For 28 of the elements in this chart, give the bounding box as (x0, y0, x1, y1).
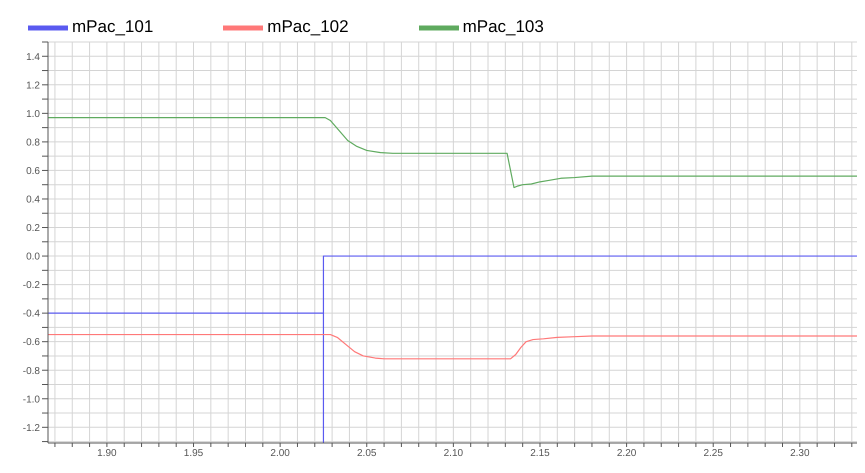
legend-label: mPac_102 (267, 17, 349, 36)
x-tick-label: 2.05 (357, 448, 377, 460)
line-series (48, 117, 857, 188)
y-tick-label: -0.6 (22, 337, 40, 348)
legend-label: mPac_101 (72, 17, 154, 36)
y-tick-label: -1.0 (22, 394, 40, 406)
y-tick-label: -0.2 (22, 280, 40, 292)
x-tick-label: 1.95 (184, 448, 204, 460)
y-tick-label: -0.8 (22, 366, 40, 377)
y-tick-label: 0.4 (26, 194, 40, 206)
x-tick-label: 2.25 (703, 448, 724, 460)
y-tick-label: 1.4 (26, 52, 40, 63)
legend-label: mPac_103 (462, 17, 544, 36)
y-tick-label: -0.4 (22, 308, 40, 320)
y-tick-label: -1.2 (22, 422, 40, 434)
y-tick-label: 0.6 (26, 166, 40, 177)
y-tick-label: 0.8 (26, 137, 40, 148)
x-tick-label: 2.20 (616, 448, 637, 460)
y-tick-label: 0.0 (26, 252, 40, 263)
x-tick-label: 2.00 (270, 448, 290, 460)
x-tick-label: 2.15 (530, 448, 550, 460)
line-series (48, 334, 857, 360)
y-tick-label: 1.0 (26, 108, 40, 120)
y-tick-label: 0.2 (26, 223, 40, 234)
y-tick-label: 1.2 (26, 80, 40, 92)
x-tick-label: 1.90 (97, 448, 118, 460)
x-tick-label: 2.30 (790, 448, 810, 460)
x-tick-label: 2.10 (444, 448, 464, 460)
